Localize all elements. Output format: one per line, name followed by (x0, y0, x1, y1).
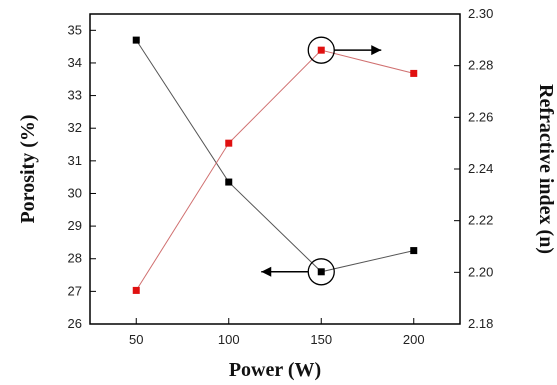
x-tick-label: 100 (218, 332, 240, 347)
series-refractive-index-line (135, 49, 414, 291)
porosity-point (410, 247, 418, 255)
plot-frame (89, 13, 461, 325)
left-y-tick-label: 28 (68, 251, 82, 266)
pointer-arrow-head (371, 45, 382, 56)
right-y-tick-label: 2.28 (468, 58, 493, 73)
pointer-arrow-head (261, 266, 272, 277)
x-axis-ticks: 50 100 150 200 (129, 318, 425, 347)
left-y-tick-label: 35 (68, 22, 82, 37)
right-y-axis-title: Refractive index (n) (535, 84, 557, 254)
porosity-point (317, 268, 325, 276)
right-y-tick-label: 2.20 (468, 264, 493, 279)
refractive-index-point (317, 46, 325, 54)
left-y-tick-label: 32 (68, 120, 82, 135)
series-layer (132, 36, 418, 294)
left-y-axis-title: Porosity (%) (17, 114, 39, 223)
x-tick-label: 150 (310, 332, 332, 347)
left-y-tick-label: 26 (68, 316, 82, 331)
left-y-tick-label: 34 (68, 55, 82, 70)
refractive-index-point (132, 286, 140, 294)
left-y-tick-label: 29 (68, 218, 82, 233)
x-tick-label: 50 (129, 332, 143, 347)
right-y-tick-label: 2.24 (468, 161, 493, 176)
annotations-layer (261, 36, 382, 286)
right-y-tick-label: 2.22 (468, 213, 493, 228)
right-y-tick-label: 2.30 (468, 6, 493, 21)
left-y-axis-ticks: 26 27 28 29 30 31 32 33 34 35 (68, 22, 96, 331)
refractive-index-point (410, 69, 418, 77)
right-y-axis-ticks: 2.18 2.20 2.22 2.24 2.26 2.28 2.30 (454, 6, 493, 331)
left-y-tick-label: 31 (68, 153, 82, 168)
right-y-tick-label: 2.18 (468, 316, 493, 331)
porosity-point (225, 178, 233, 186)
left-y-tick-label: 27 (68, 283, 82, 298)
x-axis-title: Power (W) (229, 359, 321, 381)
left-y-tick-label: 33 (68, 88, 82, 103)
left-y-tick-label: 30 (68, 185, 82, 200)
series-porosity-line (135, 39, 414, 273)
x-tick-label: 200 (403, 332, 425, 347)
right-y-tick-label: 2.26 (468, 109, 493, 124)
porosity-point (132, 36, 140, 44)
refractive-index-point (225, 139, 233, 147)
